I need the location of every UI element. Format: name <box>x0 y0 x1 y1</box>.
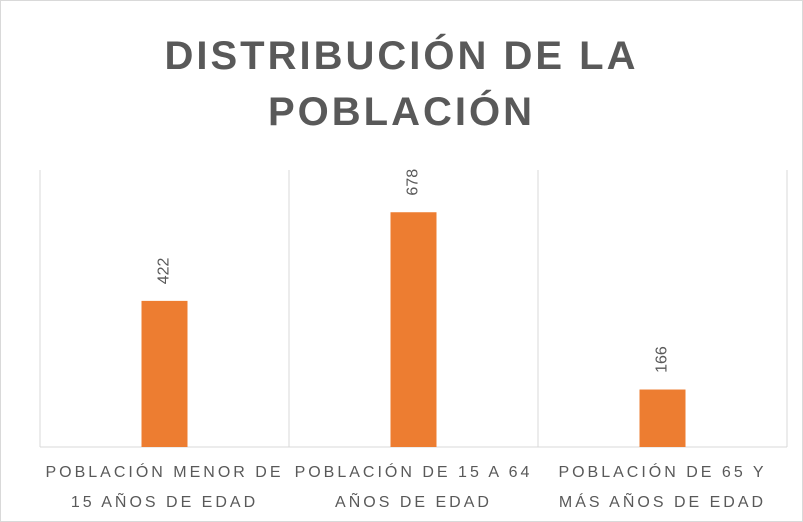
x-tick-label: POBLACIÓN MENOR DE 15 AÑOS DE EDAD <box>45 464 284 511</box>
bar <box>141 300 188 447</box>
bar <box>639 389 686 447</box>
x-tick-label: POBLACIÓN DE 15 A 64 AÑOS DE EDAD <box>294 464 533 511</box>
data-label: 678 <box>405 169 422 196</box>
bar <box>390 212 437 447</box>
x-tick-label: POBLACIÓN DE 65 Y MÁS AÑOS DE EDAD <box>558 464 767 511</box>
data-label: 166 <box>654 346 671 373</box>
chart-title: DISTRIBUCIÓN DE LA POBLACIÓN <box>164 34 639 134</box>
data-label: 422 <box>156 257 173 284</box>
